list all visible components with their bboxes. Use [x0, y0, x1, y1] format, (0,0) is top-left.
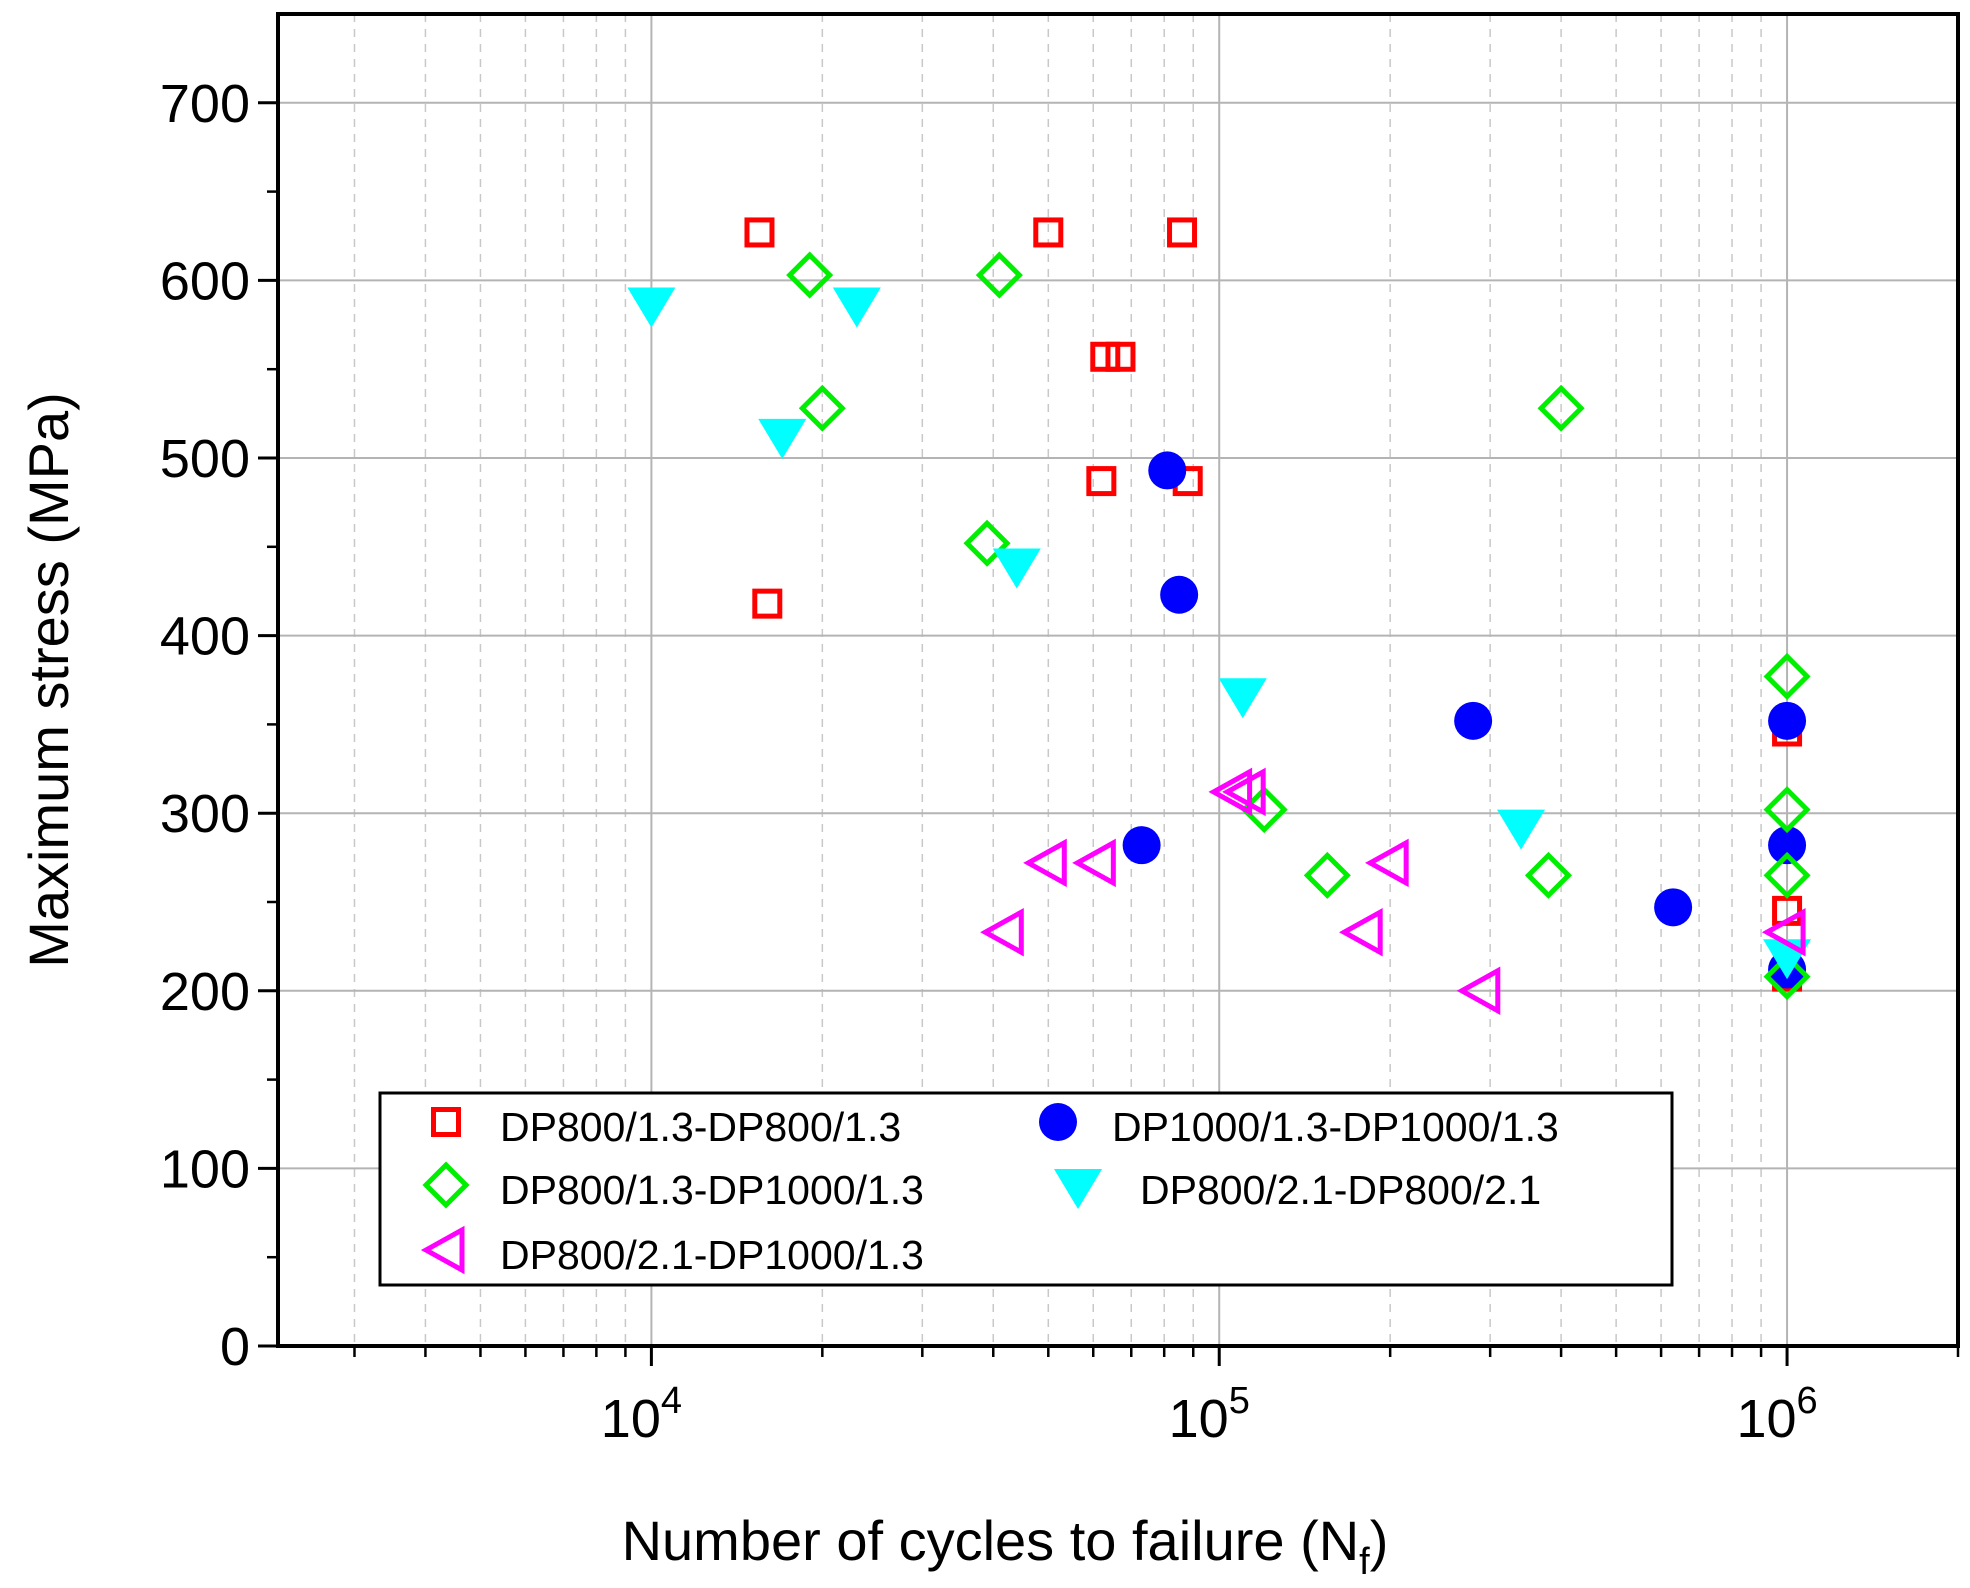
legend-marker [431, 1107, 461, 1137]
axis-ticks: 0 100 200 300 400 500 600 700 104 105 106 [160, 74, 1960, 1449]
data-point [980, 907, 1024, 957]
data-point [1086, 466, 1117, 497]
y-tick-label: 100 [160, 1139, 250, 1199]
data-point [1763, 786, 1811, 834]
data-point [1524, 851, 1572, 899]
data-point [1105, 341, 1136, 372]
y-tick-label: 700 [160, 74, 250, 134]
x-tick-label: 106 [1736, 1380, 1817, 1449]
data-point [1763, 652, 1811, 700]
y-tick-label: 0 [220, 1317, 250, 1377]
series-4 [627, 287, 1812, 980]
legend-marker [1054, 1169, 1102, 1209]
data-point [744, 217, 775, 248]
legend-marker [1039, 1103, 1077, 1141]
legend-label: DP1000/1.3-DP1000/1.3 [1112, 1104, 1559, 1150]
data-point [963, 519, 1011, 567]
data-point [1303, 851, 1351, 899]
series-2 [1122, 451, 1807, 989]
y-tick-label: 400 [160, 607, 250, 667]
data-point [992, 548, 1041, 589]
data-point [1023, 838, 1067, 888]
legend-box [378, 1091, 1674, 1287]
data-point [1768, 701, 1807, 740]
series-1 [744, 217, 1803, 992]
data-point [752, 588, 783, 619]
data-point [1537, 384, 1585, 432]
data-point [1365, 838, 1409, 888]
legend-label: DP800/1.3-DP1000/1.3 [500, 1167, 924, 1213]
series-5 [980, 767, 1806, 1016]
legend-label: DP800/2.1-DP1000/1.3 [500, 1232, 924, 1278]
data-point [1768, 826, 1807, 865]
y-tick-label: 500 [160, 429, 250, 489]
series-3 [786, 251, 1811, 1001]
legend-marker [420, 1225, 465, 1275]
data-point [1148, 451, 1187, 490]
data-point [1454, 701, 1493, 740]
data-point [1497, 809, 1546, 850]
data-point [832, 287, 881, 328]
legend-label: DP800/1.3-DP800/1.3 [500, 1104, 901, 1150]
data-point [786, 251, 834, 299]
data-point [1761, 907, 1806, 957]
y-tick-label: 600 [160, 251, 250, 311]
data-point [975, 251, 1023, 299]
data-point [1339, 907, 1383, 957]
data-point [1122, 826, 1161, 865]
data-point [1456, 966, 1501, 1016]
legend-marker [422, 1161, 470, 1209]
data-point [1160, 575, 1199, 614]
data-point [1072, 838, 1116, 888]
data-point [1654, 888, 1693, 927]
y-tick-label: 300 [160, 784, 250, 844]
data-point [1208, 767, 1253, 817]
x-axis-label: Number of cycles to failure (Nf) [622, 1509, 1389, 1583]
data-point [798, 384, 846, 432]
data-point [1218, 678, 1267, 719]
x-tick-label: 105 [1169, 1380, 1250, 1449]
data-point [1763, 851, 1811, 899]
data-marks [627, 217, 1812, 1016]
y-axis-label: Maximum stress (MPa) [17, 392, 80, 968]
data-point [1167, 217, 1198, 248]
data-point [1763, 953, 1811, 1001]
data-point [1222, 767, 1266, 817]
data-point [758, 418, 807, 459]
y-tick-label: 200 [160, 962, 250, 1022]
legend-label: DP800/2.1-DP800/2.1 [1140, 1167, 1541, 1213]
data-point [627, 287, 676, 328]
x-tick-label: 104 [601, 1380, 682, 1449]
data-point [1033, 217, 1064, 248]
legend: DP800/1.3-DP800/1.3 DP1000/1.3-DP1000/1.3… [378, 1091, 1674, 1287]
plot-frame [276, 12, 1960, 1348]
data-point [1090, 341, 1121, 372]
